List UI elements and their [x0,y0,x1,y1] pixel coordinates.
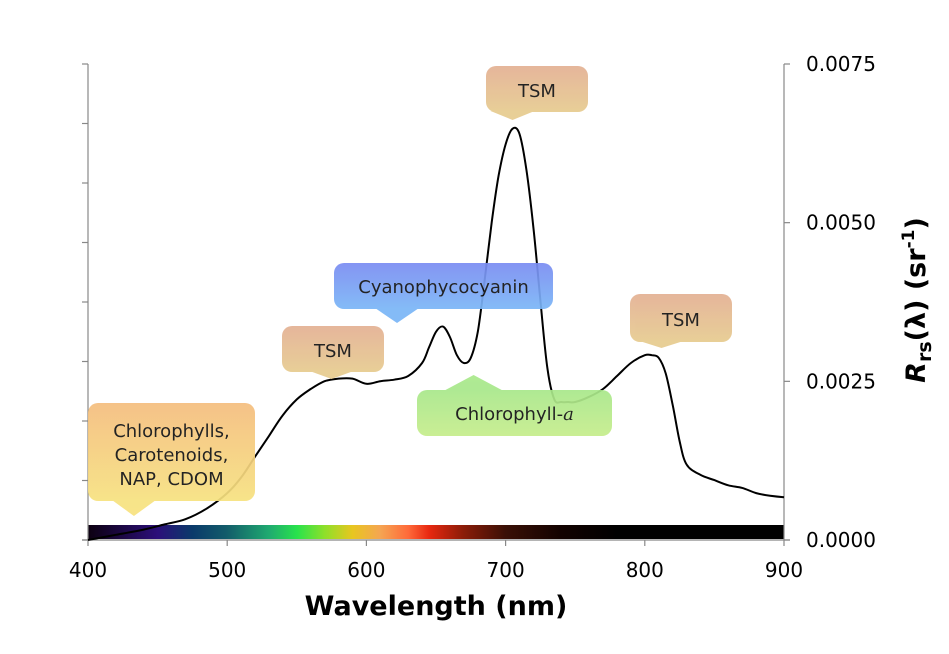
callout-box [630,294,732,342]
callout-box [486,66,588,112]
x-tick-label: 700 [487,558,525,582]
y-axis-label: Rrs(λ) (sr-1) [899,217,936,383]
y-tick-label: 0.0075 [806,52,876,76]
x-tick-label: 600 [347,558,385,582]
rrs-spectrum-line [87,126,785,541]
x-tick-label: 400 [69,558,107,582]
x-tick-label: 900 [765,558,803,582]
x-tick-label: 800 [626,558,664,582]
callout-box [334,263,553,309]
callout-label: Chlorophyll-a [455,404,574,425]
callout-pointer [639,341,684,348]
callout-pointer [490,111,535,120]
callout-label: TSM [313,341,352,362]
callout-2: Cyanophycocyanin [334,263,553,323]
y-axis-label-close: ) [901,217,932,229]
callout-label: Carotenoids, [115,445,229,466]
callout-pointer [111,500,156,516]
y-tick-label: 0.0000 [806,528,876,552]
y-axis-label-rest: (λ) (sr [901,248,932,342]
callout-pointer [443,375,504,391]
callout-label: TSM [661,310,700,331]
callout-box [417,390,612,436]
spectrum-bar [88,525,784,539]
callout-4: TSM [486,66,588,120]
callout-box [88,403,255,501]
y-tick-label: 0.0050 [806,211,876,235]
y-axis-label-superscript: -1 [899,230,919,249]
callout-pointer [309,371,354,379]
callout-0: Chlorophylls, Carotenoids, NAP, CDOM [88,403,255,516]
y-axis-label-subscript: rs [914,341,936,362]
callout-pointer [375,308,420,323]
callout-label: Cyanophycocyanin [358,277,528,298]
callout-label: NAP, CDOM [119,469,223,490]
x-tick-label: 500 [208,558,246,582]
callout-1: TSM [282,326,384,379]
callout-3: Chlorophyll-a [417,375,612,436]
callout-box [282,326,384,372]
callout-label: TSM [517,81,556,102]
callout-5: TSM [630,294,732,348]
callout-label: Chlorophylls, [113,421,230,442]
x-axis-label: Wavelength (nm) [305,591,568,622]
y-axis-label-symbol: R [901,362,932,383]
y-tick-label: 0.0025 [806,369,876,393]
